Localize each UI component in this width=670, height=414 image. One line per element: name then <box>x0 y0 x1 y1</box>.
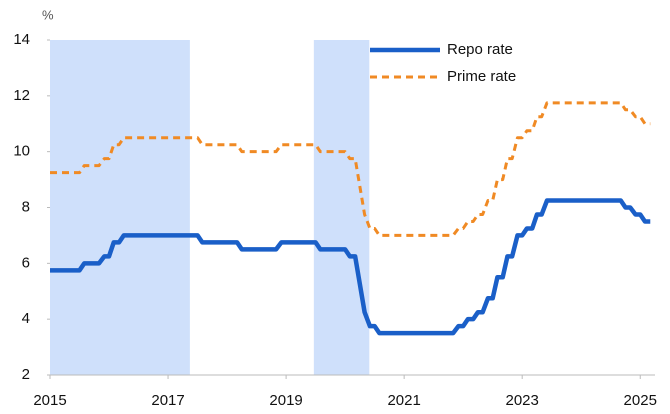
series-line <box>50 198 651 336</box>
y-tick-label: 14 <box>13 31 30 48</box>
y-tick-label: 8 <box>22 198 30 215</box>
shaded-range <box>50 40 190 375</box>
y-tick-label: 10 <box>13 143 30 160</box>
y-unit-label: % <box>42 7 54 22</box>
x-tick-label: 2017 <box>151 392 184 409</box>
legend-label: Prime rate <box>447 68 516 85</box>
x-tick-label: 2023 <box>506 392 539 409</box>
legend-label: Repo rate <box>447 41 513 58</box>
x-tick-label: 2021 <box>387 392 420 409</box>
y-tick-label: 4 <box>22 310 30 327</box>
series-line <box>50 101 651 237</box>
shaded-range <box>313 40 370 375</box>
x-tick-label: 2019 <box>269 392 302 409</box>
y-tick-label: 12 <box>13 87 30 104</box>
x-tick-label: 2015 <box>33 392 66 409</box>
x-tick-label: 2025 <box>624 392 657 409</box>
y-tick-label: 6 <box>22 254 30 271</box>
y-tick-label: 2 <box>22 366 30 383</box>
